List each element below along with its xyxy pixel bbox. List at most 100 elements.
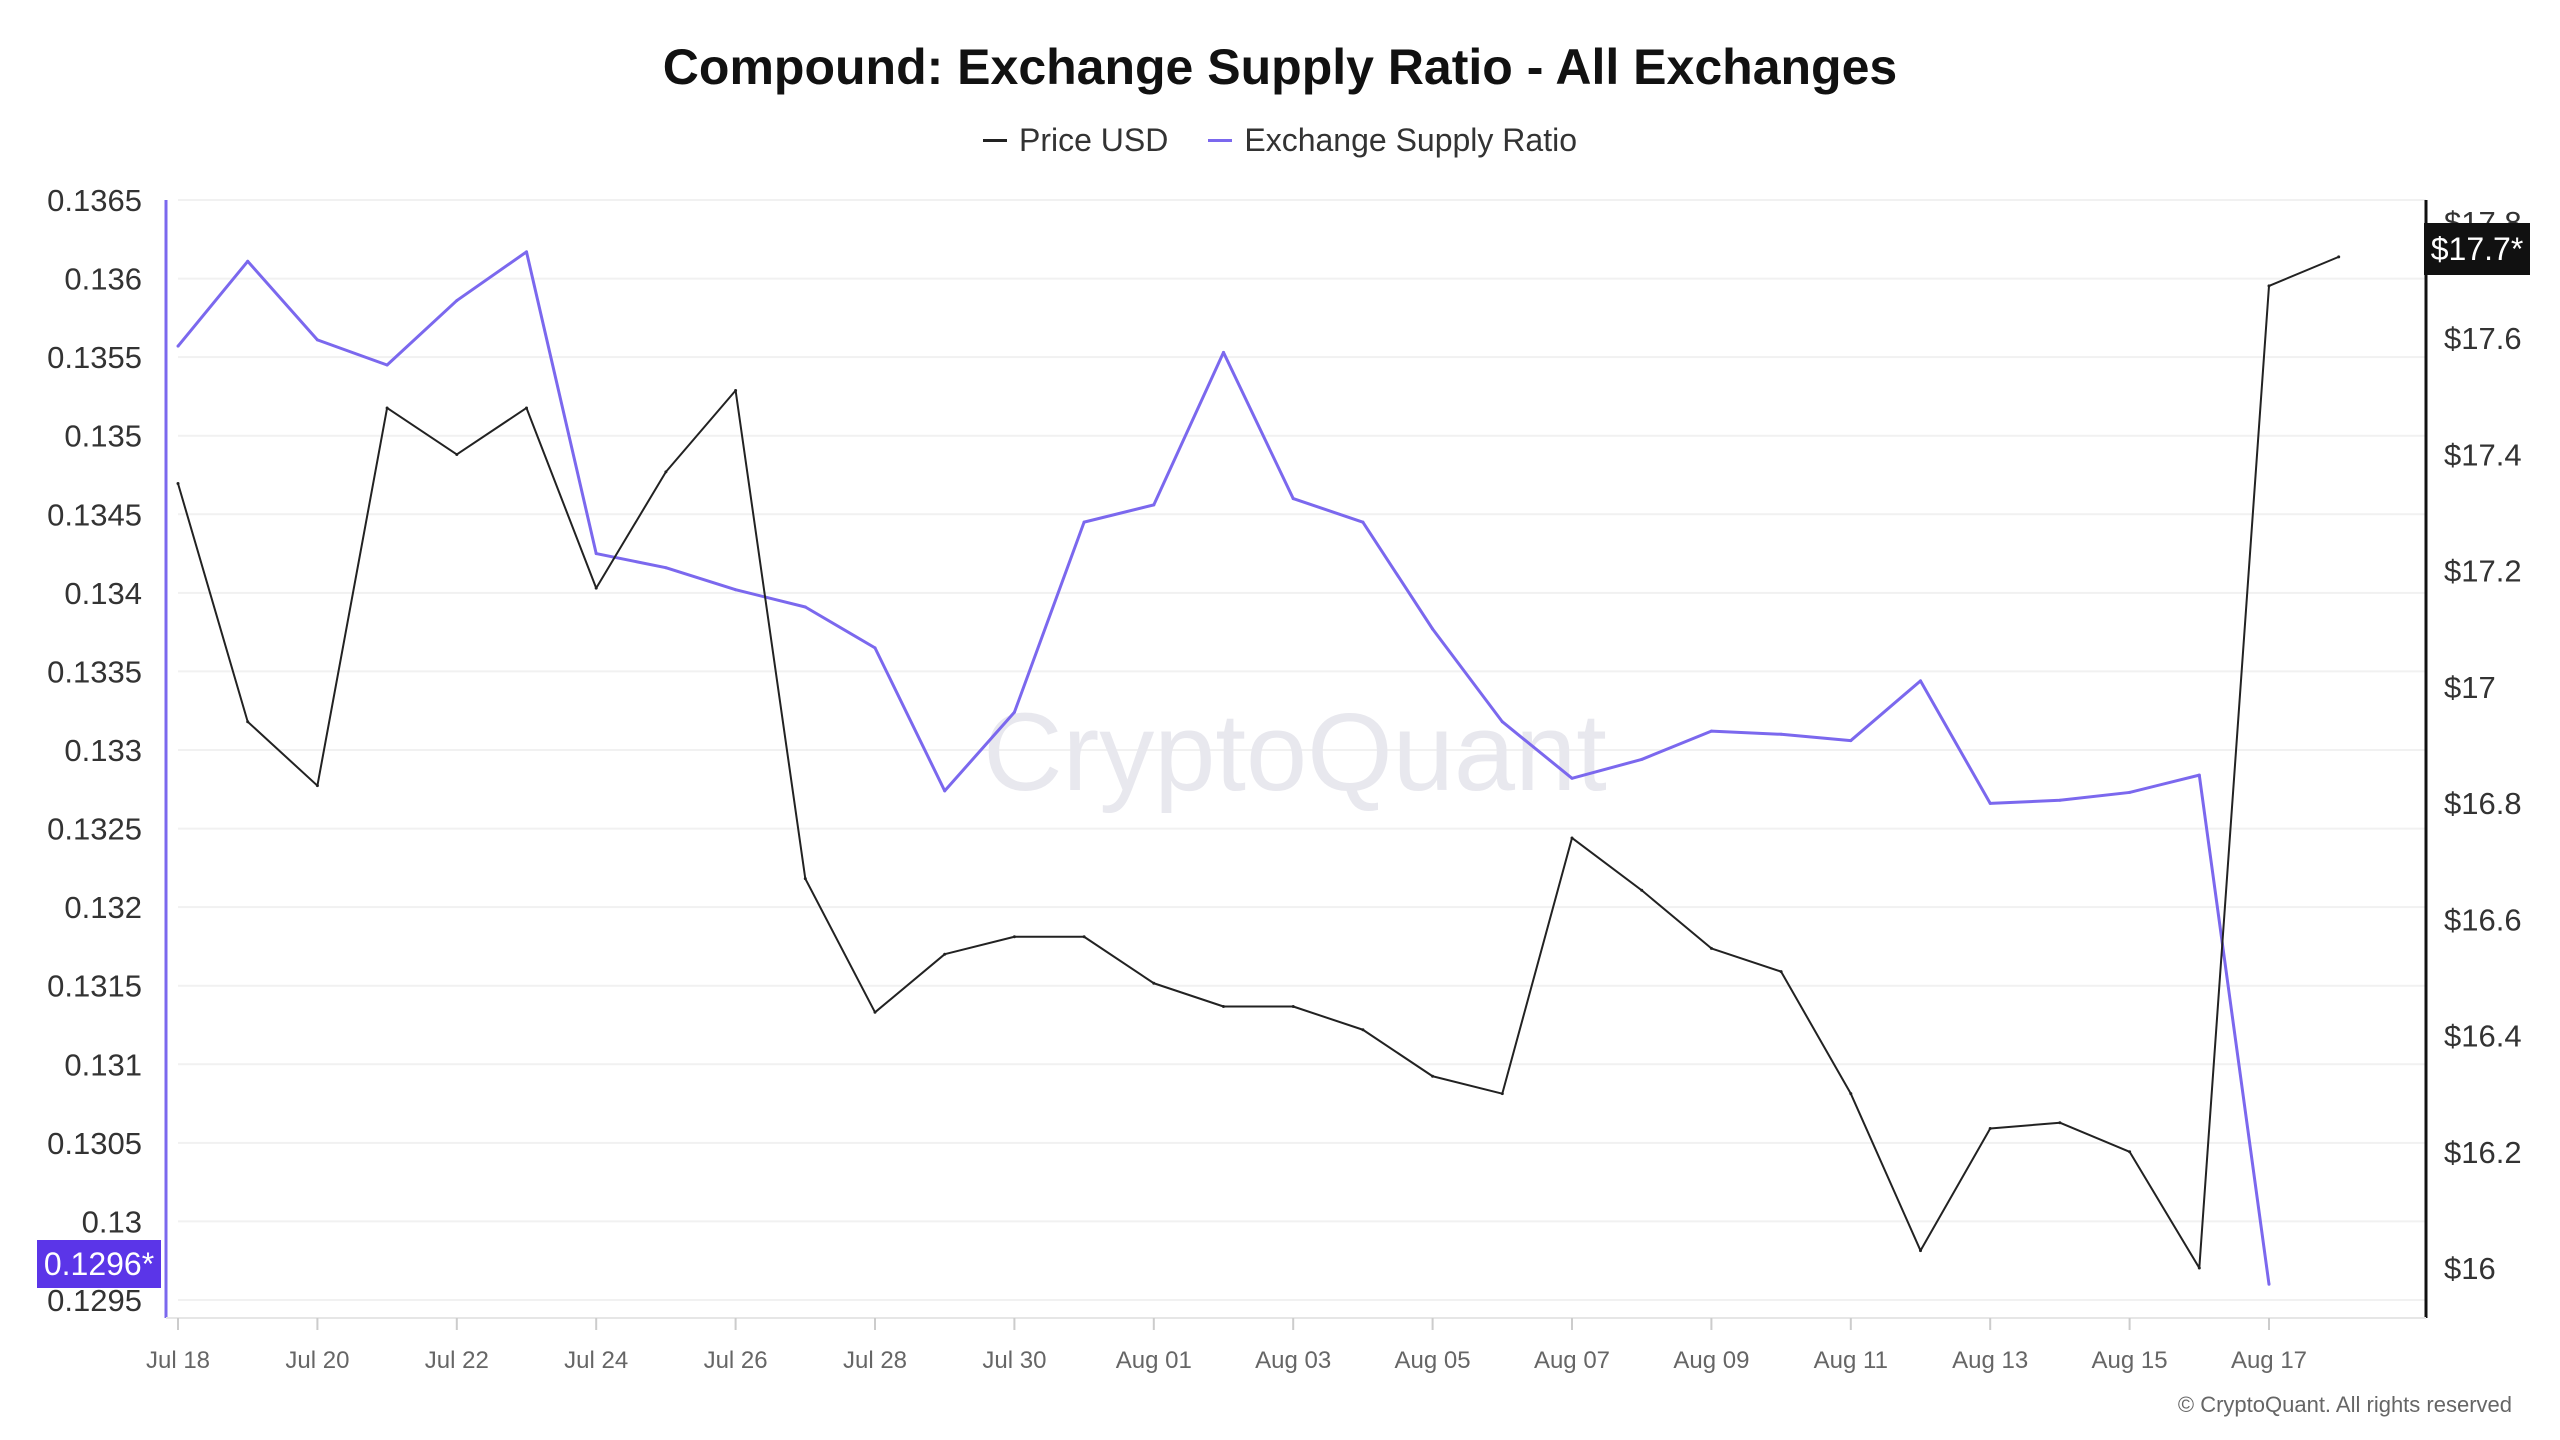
point-supply-ratio bbox=[1291, 497, 1295, 501]
y-right-tick-label: $17.2 bbox=[2444, 554, 2522, 589]
x-tick-label: Aug 09 bbox=[1673, 1347, 1749, 1374]
point-price bbox=[1152, 981, 1156, 985]
point-supply-ratio bbox=[1640, 757, 1644, 761]
y-right-tick-label: $16.8 bbox=[2444, 786, 2522, 821]
point-price bbox=[1849, 1092, 1853, 1096]
point-price bbox=[1640, 888, 1644, 892]
y-left-tick-label: 0.1365 bbox=[47, 183, 142, 218]
point-price bbox=[1779, 970, 1783, 974]
point-supply-ratio bbox=[315, 338, 319, 342]
point-price bbox=[2128, 1150, 2132, 1154]
current-value-badge-right: $17.7* bbox=[2424, 223, 2530, 275]
point-price bbox=[2337, 255, 2341, 259]
x-tick-label: Aug 13 bbox=[1952, 1347, 2028, 1374]
copyright-notice: © CryptoQuant. All rights reserved bbox=[2177, 1392, 2512, 1417]
point-price bbox=[1919, 1249, 1922, 1253]
point-supply-ratio bbox=[1919, 679, 1922, 683]
point-price bbox=[1222, 1005, 1225, 1008]
x-tick-label: Aug 07 bbox=[1534, 1347, 1610, 1374]
x-tick-label: Jul 30 bbox=[982, 1347, 1046, 1374]
y-left-tick-label: 0.1295 bbox=[47, 1283, 142, 1318]
point-supply-ratio bbox=[1431, 627, 1435, 631]
legend-swatch-supply-ratio bbox=[1208, 139, 1233, 142]
y-left-tick-label: 0.134 bbox=[64, 576, 142, 611]
legend-label-price: Price USD bbox=[1018, 122, 1169, 158]
y-left-tick-label: 0.133 bbox=[64, 733, 142, 768]
point-price bbox=[664, 470, 668, 474]
point-price bbox=[246, 720, 250, 724]
point-price bbox=[315, 784, 319, 788]
point-price bbox=[1709, 946, 1713, 950]
point-supply-ratio bbox=[385, 363, 389, 367]
point-price bbox=[176, 482, 180, 485]
legend-item-price[interactable]: Price USD bbox=[982, 122, 1169, 159]
point-supply-ratio bbox=[803, 605, 807, 609]
point-supply-ratio bbox=[664, 566, 668, 570]
point-supply-ratio bbox=[1500, 720, 1504, 724]
x-tick-label: Aug 01 bbox=[1116, 1347, 1192, 1374]
point-supply-ratio bbox=[2058, 798, 2062, 802]
point-supply-ratio bbox=[1361, 520, 1365, 524]
point-supply-ratio bbox=[943, 789, 947, 793]
y-right-tick-label: $17.4 bbox=[2444, 437, 2522, 472]
x-tick-label: Jul 18 bbox=[146, 1347, 210, 1374]
point-supply-ratio bbox=[176, 344, 180, 348]
legend-label-supply-ratio: Exchange Supply Ratio bbox=[1244, 122, 1577, 158]
point-supply-ratio bbox=[1012, 710, 1016, 714]
point-supply-ratio bbox=[246, 259, 250, 263]
current-value-badge-left: 0.1296* bbox=[37, 1240, 161, 1288]
y-right-tick-label: $17 bbox=[2444, 670, 2496, 705]
y-left-tick-label: 0.135 bbox=[64, 419, 142, 454]
series-line-price bbox=[177, 255, 2340, 1269]
x-tick-label: Aug 05 bbox=[1395, 1347, 1471, 1374]
chart-title: Compound: Exchange Supply Ratio - All Ex… bbox=[662, 39, 1898, 95]
point-price bbox=[943, 952, 947, 956]
legend-item-supply-ratio[interactable]: Exchange Supply Ratio bbox=[1208, 122, 1577, 159]
point-supply-ratio bbox=[1152, 503, 1156, 507]
y-left-tick-label: 0.132 bbox=[64, 890, 142, 925]
point-supply-ratio bbox=[1082, 520, 1086, 524]
point-price bbox=[2058, 1121, 2062, 1125]
point-price bbox=[455, 452, 459, 456]
y-left-tick-label: 0.1325 bbox=[47, 812, 142, 847]
point-supply-ratio bbox=[1849, 739, 1853, 743]
watermark-text: CryptoQuant bbox=[983, 691, 1607, 814]
point-price bbox=[803, 877, 807, 881]
y-left-tick-label: 0.1345 bbox=[47, 497, 142, 532]
point-price bbox=[1291, 1005, 1295, 1008]
point-price bbox=[1570, 836, 1574, 840]
point-price bbox=[1500, 1092, 1504, 1096]
point-supply-ratio bbox=[525, 250, 528, 254]
point-supply-ratio bbox=[455, 299, 459, 303]
x-tick-label: Jul 28 bbox=[843, 1347, 907, 1374]
x-tick-label: Aug 11 bbox=[1814, 1347, 1888, 1374]
point-supply-ratio bbox=[594, 552, 598, 556]
legend-swatch-price bbox=[982, 139, 1007, 142]
point-supply-ratio bbox=[1709, 729, 1713, 733]
point-price bbox=[2197, 1266, 2201, 1270]
point-price bbox=[1361, 1028, 1365, 1032]
point-supply-ratio bbox=[873, 646, 877, 650]
chart-legend: Price USD Exchange Supply Ratio bbox=[0, 122, 2560, 159]
point-price bbox=[734, 389, 738, 393]
point-supply-ratio bbox=[1570, 776, 1574, 780]
y-right-tick-label: $16.2 bbox=[2444, 1135, 2522, 1170]
y-left-tick-label: 0.1355 bbox=[47, 340, 142, 375]
point-supply-ratio bbox=[2197, 773, 2201, 777]
x-tick-label: Aug 15 bbox=[2092, 1347, 2168, 1374]
x-tick-label: Jul 26 bbox=[704, 1347, 768, 1374]
point-supply-ratio bbox=[1222, 350, 1225, 354]
point-supply-ratio bbox=[1779, 732, 1783, 736]
x-tick-label: Jul 24 bbox=[564, 1347, 628, 1374]
y-left-tick-label: 0.131 bbox=[64, 1047, 142, 1082]
y-left-tick-label: 0.136 bbox=[64, 262, 142, 297]
point-supply-ratio bbox=[734, 588, 738, 592]
point-price bbox=[1431, 1074, 1435, 1078]
y-left-tick-label: 0.1335 bbox=[47, 654, 142, 689]
point-price bbox=[1082, 935, 1086, 939]
point-price bbox=[525, 406, 528, 410]
point-price bbox=[385, 406, 389, 410]
y-right-tick-label: $17.6 bbox=[2444, 321, 2522, 356]
point-supply-ratio bbox=[2128, 790, 2132, 794]
